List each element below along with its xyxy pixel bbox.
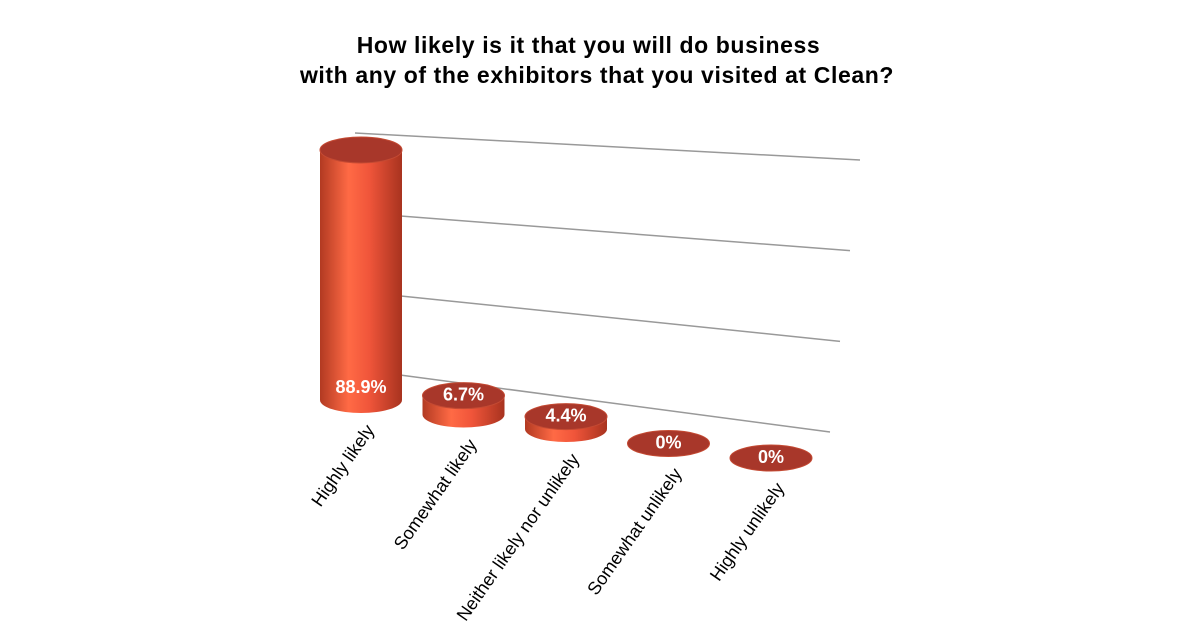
bar-top — [319, 136, 403, 164]
x-tick-label: Somewhat likely — [390, 435, 481, 553]
value-label: 4.4% — [545, 405, 586, 425]
value-label: 0% — [655, 432, 681, 452]
bars: 88.9% Highly likely 6.7% Somewhat likely 4.4… — [307, 136, 813, 625]
bar-top — [422, 382, 505, 410]
bar-top — [627, 430, 710, 457]
x-tick-label: Highly likely — [307, 421, 378, 510]
value-label: 6.7% — [443, 384, 484, 404]
grid — [354, 132, 861, 433]
x-tick-label: Highly unlikely — [706, 479, 788, 585]
value-label: 88.9% — [335, 377, 386, 397]
bar-top — [729, 444, 813, 472]
bar-top — [524, 403, 608, 431]
title-line: with any of the exhibitors that you visi… — [299, 62, 894, 88]
x-tick-label: Somewhat unlikely — [583, 464, 685, 598]
grid-line — [384, 293, 841, 343]
chart-title: How likely is it that you will do busine… — [299, 32, 894, 88]
title-line: How likely is it that you will do busine… — [357, 32, 821, 58]
bar — [320, 149, 402, 413]
value-label: 0% — [758, 447, 784, 467]
grid-line — [354, 132, 861, 161]
grid-line — [369, 212, 851, 252]
x-tick-label: Neither likely nor unlikely — [453, 450, 584, 625]
